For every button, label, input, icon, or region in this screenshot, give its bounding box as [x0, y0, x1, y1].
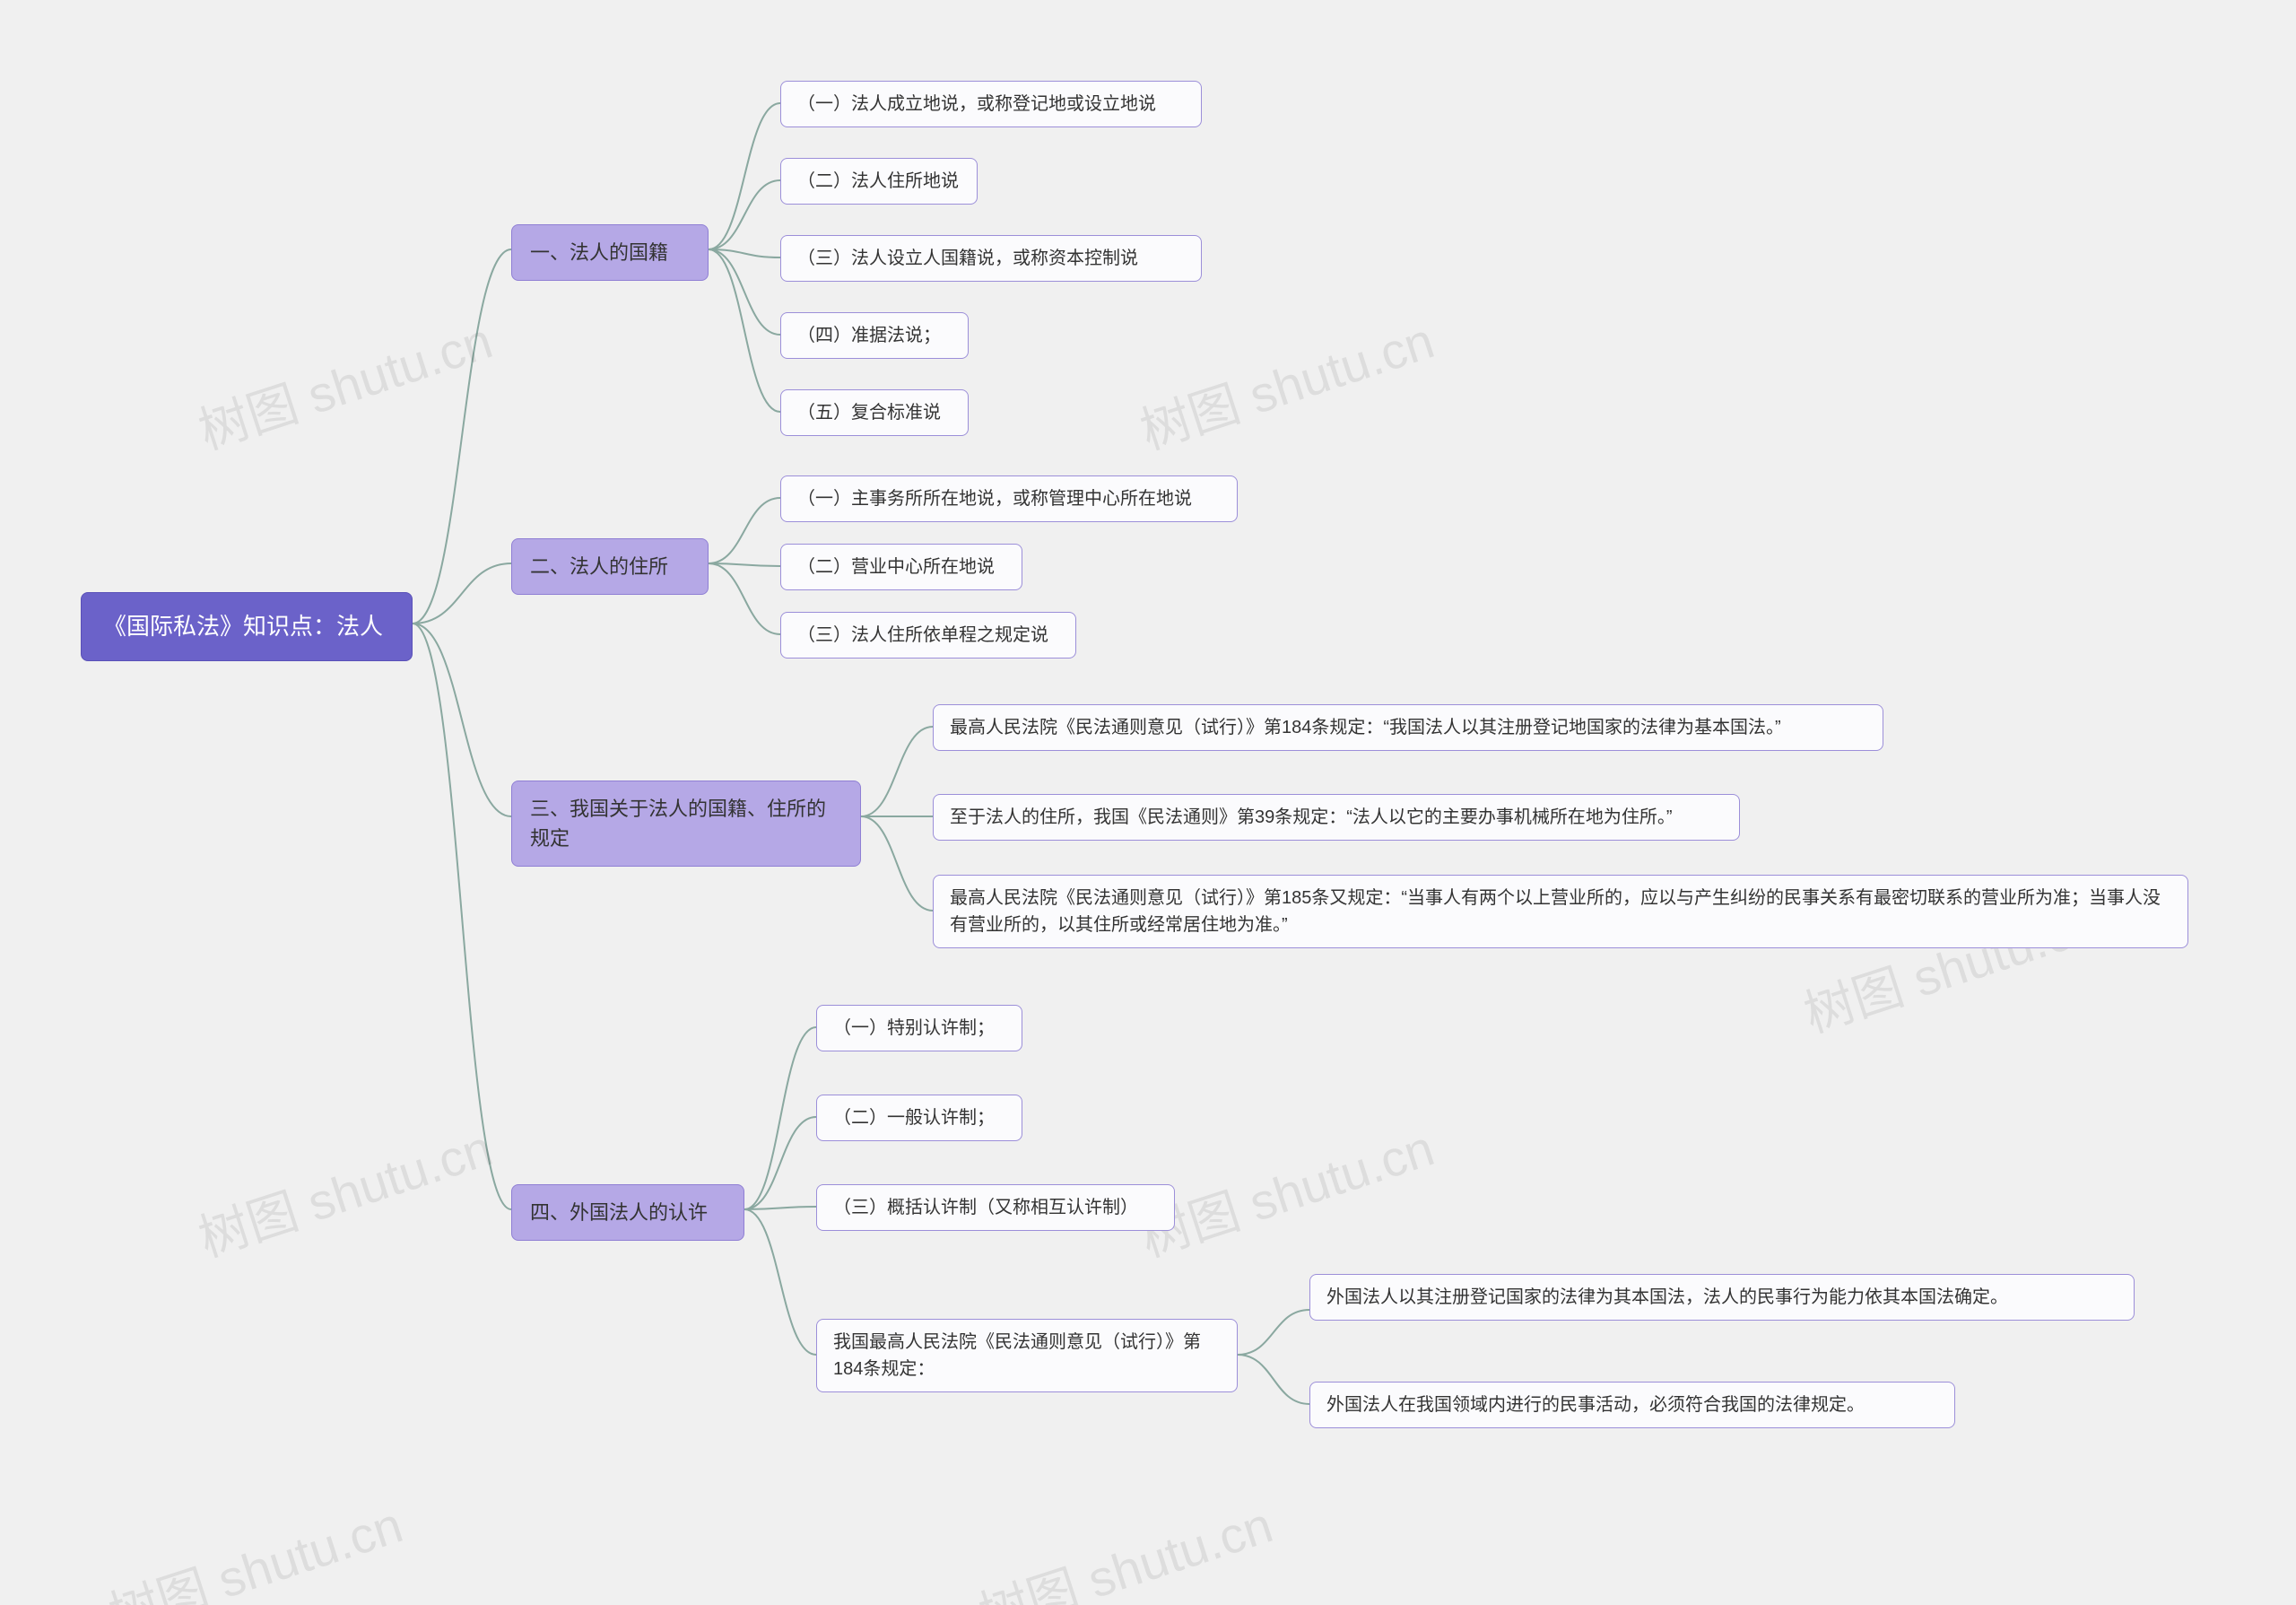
- watermark: 树图 shutu.cn: [99, 1485, 411, 1605]
- leaf-2-1[interactable]: （一）主事务所所在地说，或称管理中心所在地说: [780, 475, 1238, 522]
- leaf-4-2[interactable]: （二）一般认许制；: [816, 1095, 1022, 1141]
- watermark: 树图 shutu.cn: [188, 301, 500, 464]
- watermark: 树图 shutu.cn: [1130, 1108, 1442, 1271]
- leaf-3-1[interactable]: 最高人民法院《民法通则意见（试行）》第184条规定：“我国法人以其注册登记地国家…: [933, 704, 1883, 751]
- leaf-4-4[interactable]: 我国最高人民法院《民法通则意见（试行）》第184条规定：: [816, 1319, 1238, 1392]
- mindmap-canvas: 树图 shutu.cn 树图 shutu.cn 树图 shutu.cn 树图 s…: [0, 0, 2296, 1605]
- leaf-3-2[interactable]: 至于法人的住所，我国《民法通则》第39条规定：“法人以它的主要办事机械所在地为住…: [933, 794, 1740, 841]
- watermark: 树图 shutu.cn: [188, 1108, 500, 1271]
- leaf-4-4-1[interactable]: 外国法人以其注册登记国家的法律为其本国法，法人的民事行为能力依其本国法确定。: [1309, 1274, 2135, 1321]
- branch-4[interactable]: 四、外国法人的认许: [511, 1184, 744, 1241]
- branch-2[interactable]: 二、法人的住所: [511, 538, 709, 595]
- leaf-1-3[interactable]: （三）法人设立人国籍说，或称资本控制说: [780, 235, 1202, 282]
- leaf-1-5[interactable]: （五）复合标准说: [780, 389, 969, 436]
- leaf-4-4-2[interactable]: 外国法人在我国领域内进行的民事活动，必须符合我国的法律规定。: [1309, 1382, 1955, 1428]
- watermark: 树图 shutu.cn: [969, 1485, 1281, 1605]
- leaf-4-1[interactable]: （一）特别认许制；: [816, 1005, 1022, 1051]
- branch-1[interactable]: 一、法人的国籍: [511, 224, 709, 281]
- leaf-1-1[interactable]: （一）法人成立地说，或称登记地或设立地说: [780, 81, 1202, 127]
- root-node[interactable]: 《国际私法》知识点：法人: [81, 592, 413, 661]
- leaf-1-4[interactable]: （四）准据法说；: [780, 312, 969, 359]
- leaf-4-3[interactable]: （三）概括认许制（又称相互认许制）: [816, 1184, 1175, 1231]
- watermark: 树图 shutu.cn: [1130, 301, 1442, 464]
- branch-3[interactable]: 三、我国关于法人的国籍、住所的规定: [511, 781, 861, 867]
- leaf-2-3[interactable]: （三）法人住所依单程之规定说: [780, 612, 1076, 659]
- leaf-1-2[interactable]: （二）法人住所地说: [780, 158, 978, 205]
- leaf-3-3[interactable]: 最高人民法院《民法通则意见（试行）》第185条又规定：“当事人有两个以上营业所的…: [933, 875, 2188, 948]
- leaf-2-2[interactable]: （二）营业中心所在地说: [780, 544, 1022, 590]
